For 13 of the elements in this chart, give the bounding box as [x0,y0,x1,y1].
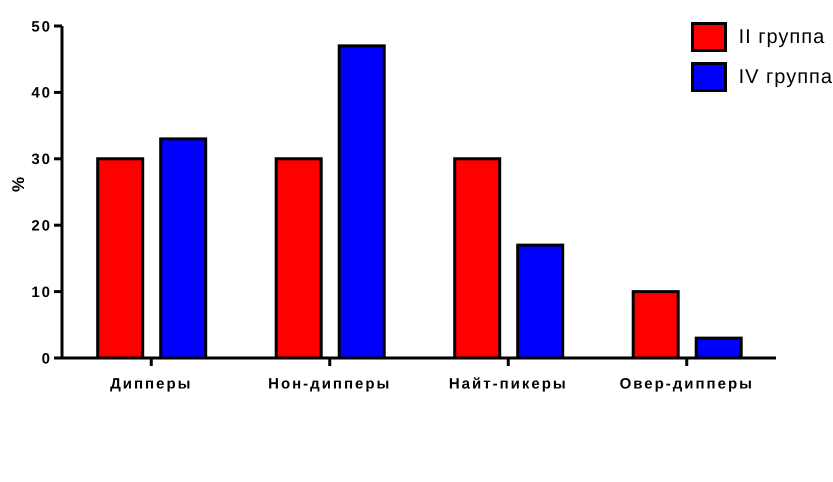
legend-label: IV группа [738,66,833,88]
y-tick-label: 30 [31,151,52,168]
x-tick-label: Дипперы [110,376,192,393]
y-tick-label: 50 [31,18,52,36]
x-tick-label: Овер-дипперы [620,376,754,393]
y-tick-label: 0 [42,350,52,368]
y-axis-title: % [9,176,28,192]
y-tick-label: 10 [31,284,52,301]
legend-label: II группа [738,26,826,48]
y-tick-label: 40 [31,84,52,102]
y-tick-label: 20 [31,218,52,235]
x-tick-label: Нон-дипперы [268,376,392,393]
x-tick-label: Найт-пикеры [448,376,568,393]
